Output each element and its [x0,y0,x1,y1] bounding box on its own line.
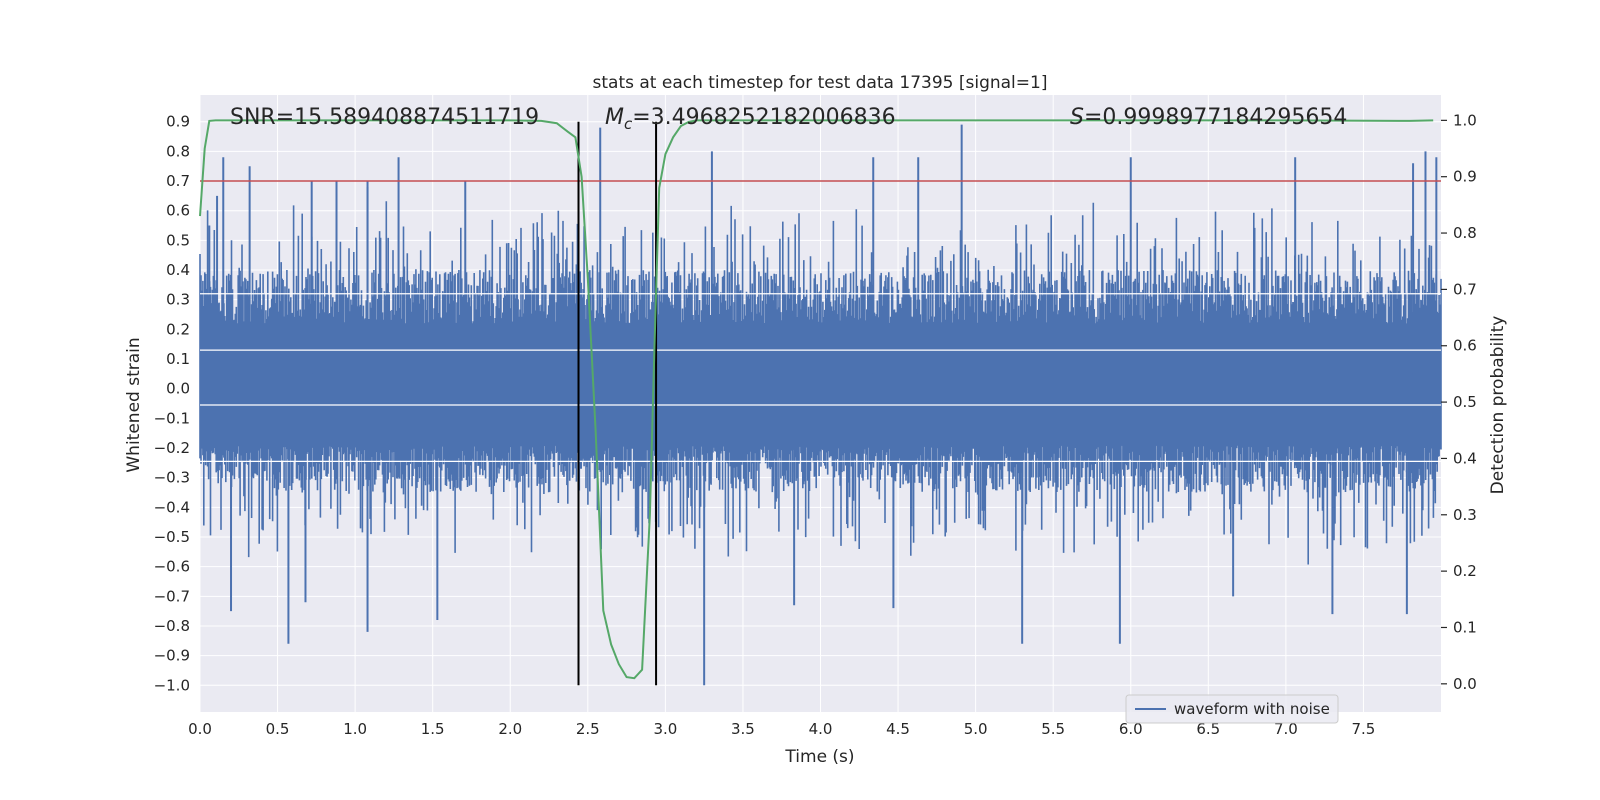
y-left-tick-label: 0.0 [166,380,190,398]
y-right-tick-label: 0.5 [1453,393,1477,411]
y-left-tick-label: −0.3 [154,469,190,487]
y-left-tick-label: 0.1 [166,350,190,368]
s-annotation: S=0.9998977184295654 [1070,105,1347,130]
y-left-tick-label: 0.4 [166,261,190,279]
x-tick-label: 2.0 [498,720,522,738]
y-left-tick-label: −0.2 [154,439,190,457]
y-left-tick-label: 0.8 [166,142,190,160]
y-right-tick-label: 1.0 [1453,111,1477,129]
x-tick-label: 5.0 [964,720,988,738]
y-left-tick-label: 0.3 [166,291,190,309]
x-tick-label: 7.5 [1352,720,1376,738]
x-tick-label: 7.0 [1274,720,1298,738]
x-tick-label: 1.0 [343,720,367,738]
y-left-tick-label: −0.8 [154,617,190,635]
x-tick-label: 5.5 [1041,720,1065,738]
y-right-axis-label: Detection probability [1488,316,1508,495]
chart-title: stats at each timestep for test data 173… [593,73,1048,93]
y-right-tick-label: 0.7 [1453,280,1477,298]
y-left-tick-label: 0.9 [166,113,190,131]
y-right-tick-label: 0.0 [1453,675,1477,693]
x-tick-label: 2.5 [576,720,600,738]
y-left-tick-label: −0.6 [154,558,190,576]
x-axis-ticks: 0.0 0.5 1.0 1.5 2.0 2.5 3.0 3.5 4.0 4.5 5.0 5.5 6.0 6… [188,720,1375,738]
y-left-tick-label: −0.9 [154,647,190,665]
waveform-noise-path [199,201,1442,565]
y-left-tick-label: 0.2 [166,320,190,338]
waveform-series [199,124,1442,686]
y-left-tick-label: −0.4 [154,498,190,516]
y-left-tick-label: −1.0 [154,676,190,694]
x-tick-label: 4.5 [886,720,910,738]
chirp-mass-value: =3.4968252182006836 [632,105,895,130]
x-tick-label: 4.0 [809,720,833,738]
y-right-tick-label: 0.3 [1453,506,1477,524]
y-left-tick-label: 0.7 [166,172,190,190]
y-left-tick-label: −0.7 [154,587,190,605]
legend: waveform with noise [1125,694,1339,724]
y-right-tick-label: 0.2 [1453,562,1477,580]
s-symbol: S [1070,105,1084,130]
y-right-tick-label: 0.1 [1453,618,1477,636]
y-right-tick-label: 0.9 [1453,168,1477,186]
chirp-mass-symbol: M [605,105,624,130]
legend-label-waveform: waveform with noise [1174,700,1330,718]
x-tick-label: 3.5 [731,720,755,738]
chirp-mass-subscript: c [624,115,633,133]
y-right-tick-label: 0.6 [1453,337,1477,355]
s-value: =0.9998977184295654 [1084,105,1347,130]
y-left-tick-label: −0.5 [154,528,190,546]
chirp-mass-annotation: Mc=3.4968252182006836 [605,105,896,133]
x-tick-label: 6.5 [1196,720,1220,738]
vertical-markers [577,121,658,686]
legend-box [1125,694,1339,724]
y-left-tick-label: 0.5 [166,231,190,249]
y-left-axis-ticks: 0.9 0.8 0.7 0.6 0.5 0.4 0.3 0.2 0.1 0.0 −0.1 −0.2 −0… [154,113,190,695]
y-left-tick-label: −0.1 [154,409,190,427]
y-left-axis-label: Whitened strain [124,337,144,472]
detection-probability-line [199,119,1434,680]
y-right-tick-label: 0.4 [1453,449,1477,467]
x-axis-label: Time (s) [784,747,854,767]
snr-annotation: SNR=15.589408874511719 [230,105,539,130]
x-tick-label: 0.0 [188,720,212,738]
x-tick-label: 6.0 [1119,720,1143,738]
x-tick-label: 1.5 [421,720,445,738]
x-tick-label: 0.5 [266,720,290,738]
y-left-tick-label: 0.6 [166,202,190,220]
y-right-axis-ticks: 1.0 0.9 0.8 0.7 0.6 0.5 0.4 0.3 0.2 0.1 0.0 [1441,111,1477,693]
y-right-tick-label: 0.8 [1453,224,1477,242]
x-tick-label: 3.0 [653,720,677,738]
